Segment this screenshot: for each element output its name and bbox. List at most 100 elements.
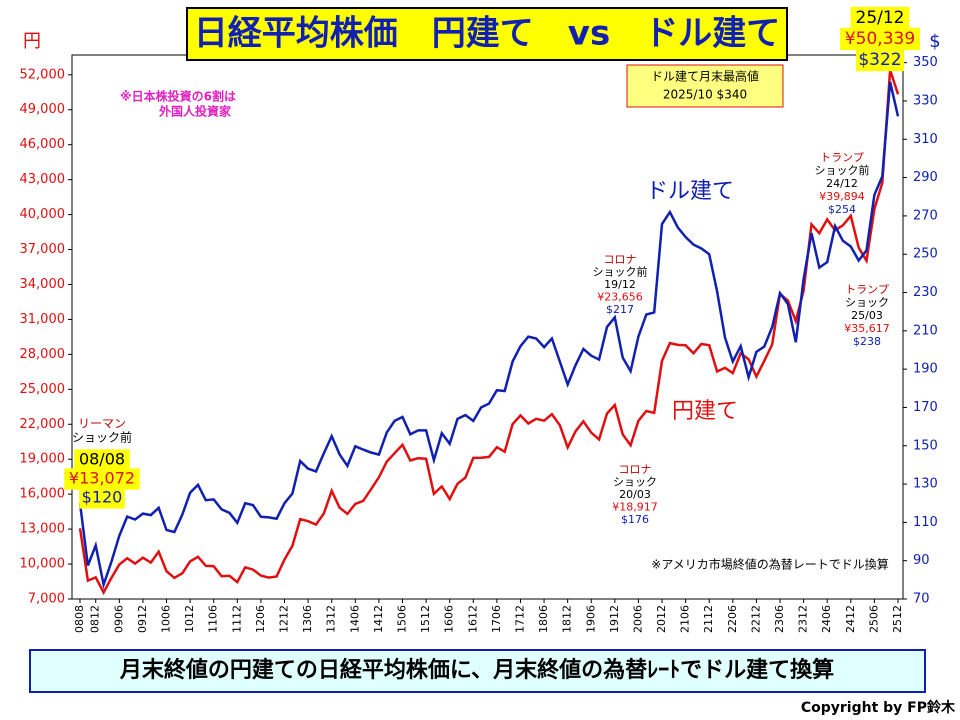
x-tick-label: 1112 (230, 605, 243, 633)
x-tick-label: 1406 (348, 605, 361, 633)
y-tick-label: 13,000 (20, 522, 66, 537)
y2-tick-label: 90 (913, 553, 930, 568)
label-highlight (850, 6, 910, 30)
label-highlight (840, 27, 920, 51)
y-tick-label: 49,000 (20, 102, 66, 117)
x-tick-label: 1706 (490, 605, 503, 633)
annotation: $217 (606, 303, 634, 316)
x-tick-label: 2106 (679, 605, 692, 633)
annotation: ¥13,072 (69, 469, 135, 488)
y2-tick-label: 310 (913, 132, 938, 147)
y2-tick-label: 250 (913, 247, 938, 262)
title-box (186, 7, 788, 61)
x-tick-label: 2312 (797, 605, 810, 633)
annotation: 19/12 (604, 278, 636, 291)
label-highlight (79, 487, 125, 509)
copyright: Copyright by FP鈴木 (801, 699, 956, 716)
x-tick-label: 1206 (254, 605, 267, 633)
x-tick-label: 2506 (867, 605, 880, 633)
x-tick-label: 0906 (112, 605, 125, 633)
x-tick-label: 1106 (207, 605, 220, 633)
y2-tick-label: 330 (913, 93, 938, 108)
x-tick-label: 2006 (631, 605, 644, 633)
y2-tick-label: 210 (913, 323, 938, 338)
annotation: コロナ (619, 463, 652, 476)
x-tick-label: 2012 (655, 605, 668, 633)
y-tick-label: 22,000 (20, 417, 66, 432)
y2-tick-label: 270 (913, 208, 938, 223)
y-tick-label: 40,000 (20, 207, 66, 222)
x-tick-label: 0808 (73, 605, 86, 633)
annotation: 20/03 (619, 488, 651, 501)
note: 外国人投資家 (159, 104, 232, 119)
x-tick-label: 2112 (702, 605, 715, 633)
annotation: $120 (82, 488, 123, 507)
label-highlight (64, 468, 140, 490)
x-tick-label: 2512 (891, 605, 904, 633)
y2-tick-label: 290 (913, 170, 938, 185)
label-highlight (74, 449, 130, 471)
x-tick-label: 1512 (419, 605, 432, 633)
annotation: ¥35,617 (844, 322, 890, 335)
x-tick-label: 1006 (160, 605, 173, 633)
x-tick-label: 1906 (584, 605, 597, 633)
note: 2025/10 $340 (663, 88, 747, 102)
y-tick-label: 10,000 (20, 557, 66, 572)
annotation: 25/03 (851, 309, 883, 322)
y2-tick-label: 190 (913, 362, 938, 377)
x-tick-label: 1712 (513, 605, 526, 633)
annotation: トランプ (820, 151, 864, 164)
annotation: $238 (853, 335, 881, 348)
note: ドル建て月末最高値 (651, 69, 759, 84)
annotation: $254 (828, 203, 856, 216)
annotation: 08/08 (79, 450, 125, 469)
annotation: ショック (613, 476, 657, 489)
x-tick-label: 1212 (278, 605, 291, 633)
annotation: トランプ (845, 283, 889, 296)
y-tick-label: 46,000 (20, 137, 66, 152)
annotation: ショック前 (593, 265, 648, 279)
y2-tick-label: 350 (913, 55, 938, 70)
annotation: $322 (858, 50, 901, 70)
annotation: ¥23,656 (597, 291, 643, 304)
x-tick-label: 1912 (608, 605, 621, 633)
x-tick-label: 1306 (301, 605, 314, 633)
y-tick-label: 19,000 (20, 452, 66, 467)
annotation: コロナ (604, 253, 637, 266)
series-line (78, 69, 900, 596)
x-tick-label: 0912 (136, 605, 149, 633)
y-tick-label: 43,000 (20, 172, 66, 187)
y2-axis-label: $ (929, 31, 940, 52)
annotation: $176 (621, 513, 649, 526)
annotation: ショック (845, 296, 889, 309)
footer-box (29, 649, 926, 693)
y-tick-label: 52,000 (20, 67, 66, 82)
y2-tick-label: 70 (913, 592, 930, 607)
y-tick-label: 25,000 (20, 382, 66, 397)
x-tick-label: 2406 (820, 605, 833, 633)
x-tick-label: 1606 (443, 605, 456, 633)
x-tick-label: 2212 (749, 605, 762, 633)
y-tick-label: 37,000 (20, 242, 66, 257)
chart-title: 日経平均株価 円建て vs ドル建て (194, 14, 780, 54)
note: ※アメリカ市場終値の為替レートでドル換算 (651, 557, 888, 572)
y-tick-label: 34,000 (20, 277, 66, 292)
annotation: ショック前 (815, 163, 870, 177)
footer: 月末終値の円建ての日経平均株価に、月末終値の為替ﾚｰﾄでドル建て換算 (119, 657, 834, 683)
annotation: リーマン (78, 417, 126, 431)
x-tick-label: 1812 (561, 605, 574, 633)
label-highlight (855, 48, 905, 72)
annotation: 24/12 (826, 177, 858, 190)
annotation: ¥18,917 (612, 501, 658, 514)
y2-tick-label: 170 (913, 400, 938, 415)
x-tick-label: 1412 (372, 605, 385, 633)
x-tick-label: 2206 (726, 605, 739, 633)
annotation: 25/12 (856, 8, 905, 28)
y-tick-label: 28,000 (20, 347, 66, 362)
x-tick-label: 1612 (466, 605, 479, 633)
x-tick-label: 1012 (183, 605, 196, 633)
series-label: ドル建て (646, 179, 734, 204)
